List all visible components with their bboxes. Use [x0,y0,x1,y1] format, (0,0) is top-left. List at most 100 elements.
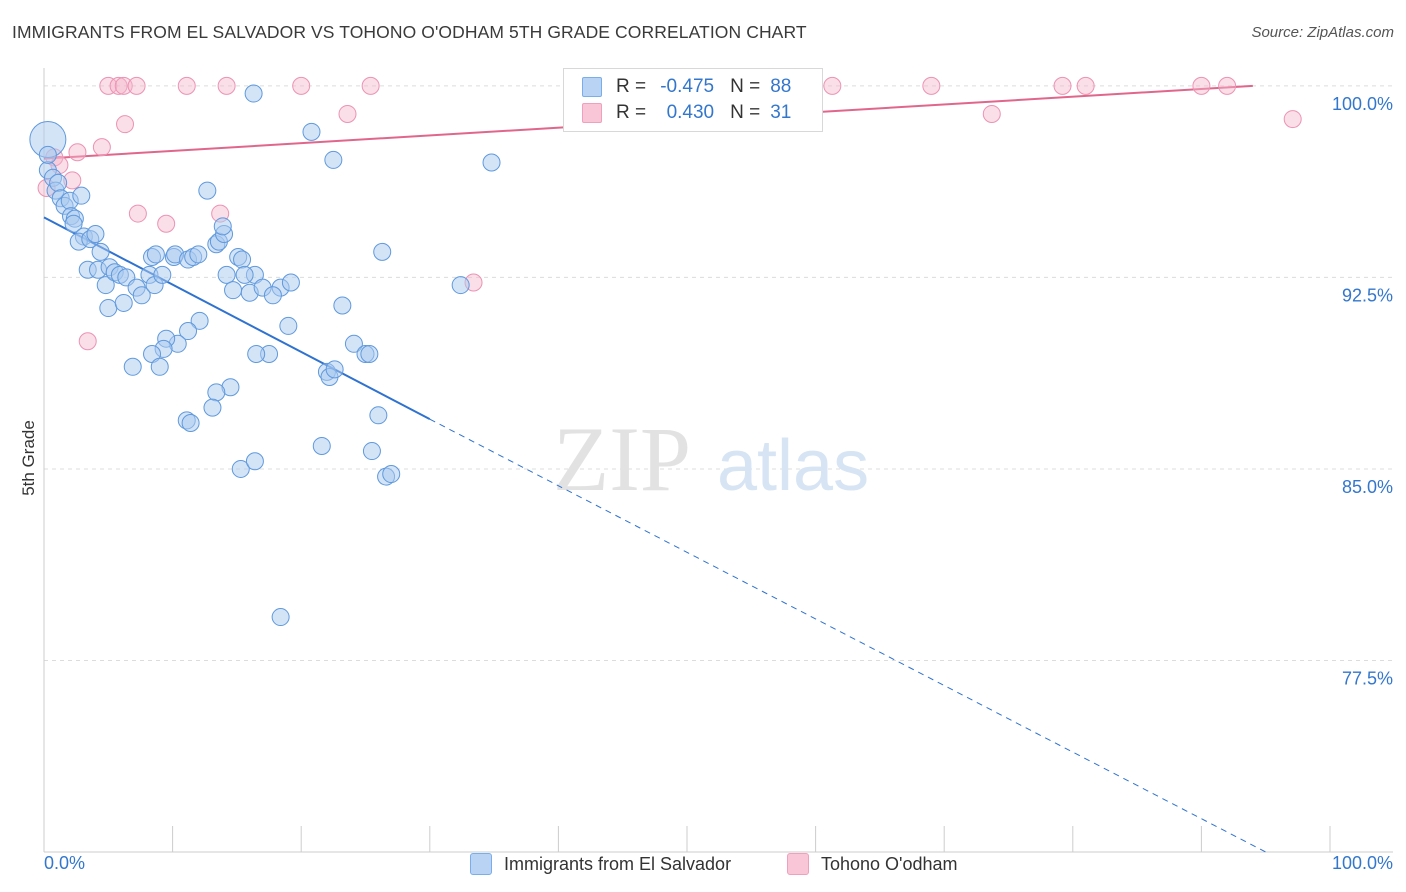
data-point-tohono [92,138,111,157]
data-point-el-salvador [231,459,250,478]
data-point-el-salvador [325,360,344,379]
data-point-el-salvador [146,245,165,264]
data-point-el-salvador [233,250,252,269]
source-label: Source: ZipAtlas.com [1251,24,1394,41]
watermark-atlas: atlas [717,426,869,506]
watermark: ZIP atlas [553,408,869,510]
data-point-el-salvador [64,214,83,233]
data-point-tohono [922,76,941,95]
grid-lines [44,85,1393,661]
data-point-el-salvador [207,383,226,402]
legend-label-el-salvador: Immigrants from El Salvador [504,853,732,874]
data-point-tohono [1283,110,1302,129]
data-point-tohono [982,104,1001,123]
data-point-el-salvador [96,276,115,295]
data-point-tohono [127,76,146,95]
legend-n-value-blue: 88 [770,76,792,97]
legend-item-tohono: Tohono O'odham [787,851,958,877]
data-point-el-salvador [132,286,151,305]
data-point-el-salvador [123,357,142,376]
legend-item-el-salvador: Immigrants from El Salvador [470,851,731,877]
data-point-tohono [99,76,118,95]
axis-labels: 5th Grade 0.0% 100.0% 100.0% 92.5% 85.0% 77… [19,94,1393,873]
data-point-tohono [68,143,87,162]
legend-swatch-pink [787,853,809,875]
chart-title: IMMIGRANTS FROM EL SALVADOR VS TOHONO O'… [12,22,807,42]
data-point-el-salvador [247,345,266,364]
x-tick-label-100: 100.0% [1332,853,1393,873]
data-point-el-salvador [362,442,381,461]
axes [43,68,1393,853]
data-point-el-salvador [38,145,57,164]
data-point-tohono [292,76,311,95]
data-point-el-salvador [263,286,282,305]
data-point-el-salvador [482,153,501,172]
data-point-el-salvador [324,150,343,169]
data-point-el-salvador [373,242,392,261]
data-point-el-salvador [302,122,321,141]
data-point-el-salvador [179,322,198,341]
data-point-tohono [128,204,147,223]
y-tick-label: 85.0% [1342,477,1393,497]
data-point-tohono [1053,76,1072,95]
y-axis-title: 5th Grade [19,420,38,496]
data-points [29,76,1302,627]
legend-n-value-pink: 31 [770,102,792,123]
data-point-el-salvador [271,608,290,627]
data-point-tohono [338,104,357,123]
data-point-el-salvador [382,465,401,484]
data-point-el-salvador [344,334,363,353]
y-tick-label: 77.5% [1342,668,1393,688]
data-point-el-salvador [279,316,298,335]
watermark-zip: ZIP [553,408,691,510]
legend-swatch-blue [470,853,492,875]
data-point-tohono [1076,76,1095,95]
correlation-legend: R = -0.475 N = 88 R = 0.430 N = 31 [563,68,823,132]
data-point-tohono [1218,76,1237,95]
legend-n-label: N = [730,76,761,97]
data-point-tohono [116,115,135,134]
data-point-el-salvador [360,345,379,364]
y-tick-label: 100.0% [1332,94,1393,114]
data-point-el-salvador [86,224,105,243]
data-point-el-salvador [198,181,217,200]
data-point-el-salvador [72,186,91,205]
data-point-el-salvador [91,242,110,261]
legend-row-pink: R = 0.430 N = 31 [582,100,791,126]
data-point-tohono [361,76,380,95]
data-point-tohono [1192,76,1211,95]
legend-swatch-blue [582,77,602,97]
data-point-el-salvador [153,265,172,284]
data-point-tohono [78,332,97,351]
data-point-el-salvador [235,265,254,284]
legend-row-blue: R = -0.475 N = 88 [582,74,791,100]
legend-n-label: N = [730,102,761,123]
data-point-el-salvador [224,281,243,300]
legend-label-tohono: Tohono O'odham [821,853,958,874]
data-point-tohono [109,76,128,95]
y-tick-label: 92.5% [1342,285,1393,305]
data-point-el-salvador [99,299,118,318]
data-point-tohono [823,76,842,95]
data-point-el-salvador [190,311,209,330]
data-point-tohono [157,214,176,233]
data-point-el-salvador [213,217,232,236]
legend-r-value-blue: -0.475 [660,76,715,97]
legend-r-label: R = [616,76,647,97]
data-point-el-salvador [333,296,352,315]
data-point-el-salvador [203,398,222,417]
data-point-el-salvador [189,245,208,264]
data-point-el-salvador [245,452,264,471]
legend-r-value-pink: 0.430 [666,102,715,123]
trend-line-el-salvador-extension [429,418,1266,853]
legend-swatch-pink [582,103,602,123]
data-point-tohono [217,76,236,95]
x-tick-label-0: 0.0% [44,853,85,873]
data-point-el-salvador [369,406,388,425]
data-point-el-salvador [312,436,331,455]
data-point-el-salvador [281,273,300,292]
data-point-el-salvador [217,265,236,284]
data-point-el-salvador [49,173,68,192]
data-point-el-salvador [244,84,263,103]
